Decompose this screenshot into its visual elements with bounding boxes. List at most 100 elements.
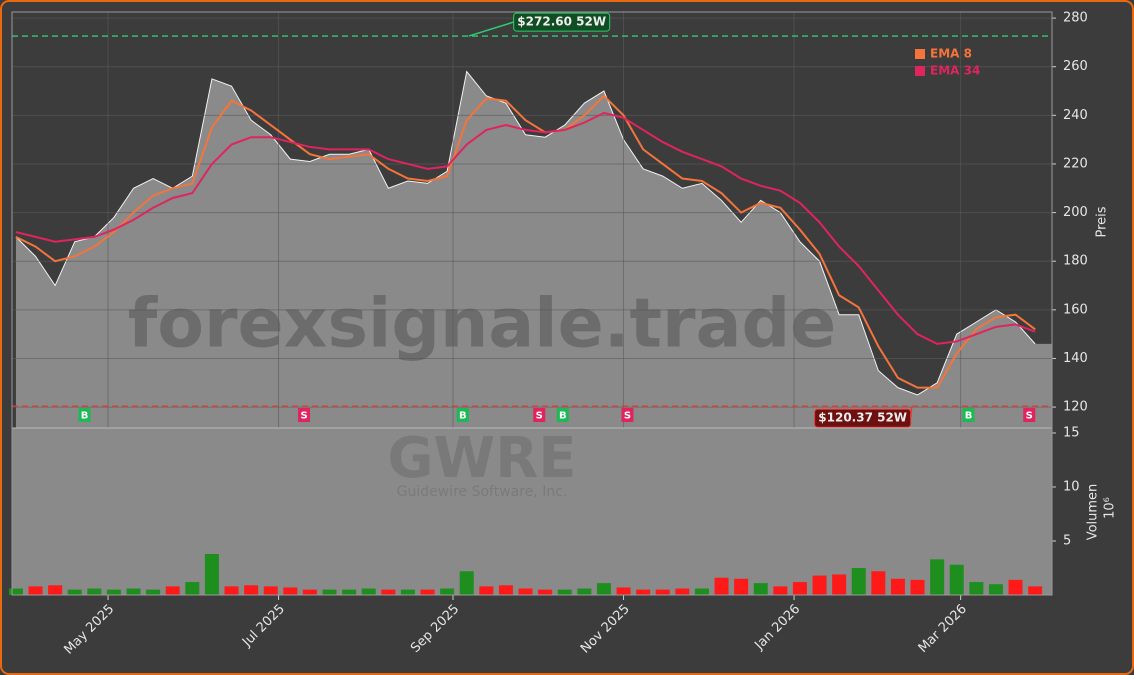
volume-bar: [244, 585, 259, 595]
volume-bar: [694, 588, 709, 595]
signal-label: B: [459, 411, 467, 422]
price-area: [15, 71, 1053, 428]
legend-label: EMA 34: [930, 64, 980, 78]
ema-line: [15, 94, 1036, 389]
volume-bar: [851, 567, 866, 595]
volume-bar: [812, 575, 827, 595]
volume-bar: [538, 589, 553, 595]
low-arrow: [909, 406, 913, 419]
volume-bar: [146, 589, 161, 595]
volume-bar: [969, 582, 984, 595]
volume-panel: [12, 428, 1052, 595]
signal-box: [533, 408, 546, 422]
y-axis-label: Preis: [1095, 206, 1110, 237]
volume-bar: [616, 587, 631, 595]
volume-bar: [636, 589, 651, 595]
legend-swatch: [915, 49, 925, 59]
volume-bar: [185, 582, 200, 595]
signal-box: [962, 408, 975, 422]
volume-bar: [28, 586, 43, 595]
signal-box: [556, 408, 569, 422]
volume-bar: [498, 585, 513, 595]
volume-bar: [420, 589, 435, 595]
volume-bar: [224, 586, 239, 595]
signal-label: S: [536, 411, 543, 422]
watermark: forexsignale.trade: [128, 285, 837, 364]
legend-swatch: [915, 66, 925, 76]
signal-label: S: [624, 411, 631, 422]
volume-bar: [361, 588, 376, 595]
volume-bar: [165, 586, 180, 595]
volume-bar: [577, 588, 592, 595]
volume-bar: [381, 589, 396, 595]
signal-box: [298, 408, 311, 422]
volume-tick-label: 10: [1063, 479, 1080, 494]
y-tick-label: 140: [1063, 351, 1088, 366]
volume-bar: [753, 583, 768, 595]
signal-label: S: [1026, 411, 1033, 422]
volume-bar: [322, 589, 337, 595]
y-tick-label: 260: [1063, 59, 1088, 74]
volume-bar: [910, 579, 925, 595]
volume-bar: [871, 571, 886, 595]
y-tick-label: 280: [1063, 11, 1088, 26]
signal-box: [1023, 408, 1036, 422]
volume-bar: [655, 589, 670, 595]
volume-bar: [479, 586, 494, 595]
signal-label: B: [81, 411, 89, 422]
volume-bar: [126, 588, 141, 595]
volume-bar: [557, 589, 572, 595]
volume-bar: [773, 586, 788, 595]
volume-bar: [302, 589, 317, 595]
volume-bar: [832, 574, 847, 595]
volume-bar: [48, 585, 63, 595]
low-label: $120.37 52W: [818, 411, 907, 425]
signal-label: S: [300, 411, 307, 422]
volume-bar: [400, 589, 415, 595]
legend-label: EMA 8: [930, 47, 972, 61]
volume-tick-label: 5: [1063, 533, 1071, 548]
volume-unit: 10⁶: [1103, 497, 1118, 519]
ticker-watermark: GWRE: [387, 426, 576, 491]
volume-bar: [734, 578, 749, 595]
volume-bar: [949, 564, 964, 595]
y-tick-label: 220: [1063, 156, 1088, 171]
volume-bar: [1028, 586, 1043, 595]
volume-axis-label: Volumen: [1086, 484, 1101, 541]
volume-bar: [518, 588, 533, 595]
volume-bar: [204, 553, 219, 595]
volume-bar: [714, 577, 729, 595]
high-arrow: [468, 21, 514, 37]
y-tick-label: 180: [1063, 254, 1088, 269]
volume-bar: [988, 584, 1003, 595]
y-tick-label: 200: [1063, 205, 1088, 220]
volume-bar: [8, 588, 23, 595]
company-watermark: Guidewire Software, Inc.: [397, 484, 568, 500]
ema-line: [15, 111, 1036, 345]
volume-bar: [87, 588, 102, 595]
volume-bar: [459, 571, 474, 595]
volume-bar: [930, 559, 945, 595]
high-label: $272.60 52W: [517, 15, 606, 29]
volume-bar: [890, 578, 905, 595]
y-tick-label: 240: [1063, 108, 1088, 123]
volume-bar: [1008, 579, 1023, 595]
signal-box: [456, 408, 469, 422]
volume-bar: [440, 588, 455, 595]
volume-bar: [283, 587, 298, 595]
volume-bar: [67, 589, 82, 595]
volume-bar: [675, 588, 690, 595]
volume-bar: [792, 582, 807, 595]
volume-bar: [342, 589, 357, 595]
price-line: [15, 70, 1036, 396]
signal-label: B: [559, 411, 567, 422]
volume-bar: [596, 583, 611, 595]
plot-border: [11, 11, 1053, 596]
signal-box: [621, 408, 634, 422]
y-tick-label: 160: [1063, 302, 1088, 317]
volume-bar: [106, 589, 121, 595]
high-label-box: [513, 12, 611, 32]
volume-bar: [263, 586, 278, 595]
